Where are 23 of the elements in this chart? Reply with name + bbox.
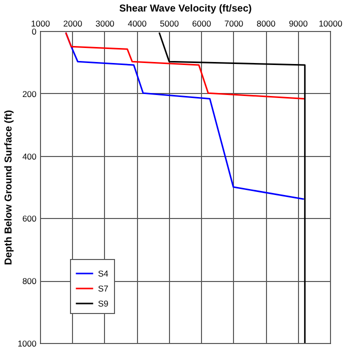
x-tick-label: 4000	[128, 18, 147, 28]
y-tick-label: 400	[22, 151, 37, 162]
x-tick-label: 9000	[288, 18, 308, 28]
x-tick-label: 10000	[318, 18, 343, 28]
x-tick-label: 6000	[192, 18, 212, 28]
line-series	[158, 32, 306, 343]
x-tick-label: 8000	[256, 18, 276, 28]
x-tick-label: 7000	[224, 18, 244, 28]
x-tick-label: 1000	[31, 18, 50, 28]
y-tick-label: 1000	[18, 338, 37, 348]
line-series	[65, 32, 305, 100]
x-tick-label: 3000	[95, 18, 115, 28]
legend-label: S9	[98, 298, 109, 308]
y-tick-label: 0	[32, 26, 37, 36]
legend-label: S7	[98, 284, 109, 294]
y-axis-title: Depth Below Ground Surface (ft)	[4, 110, 15, 265]
legend-label: S4	[98, 268, 109, 278]
y-tick-label: 600	[22, 214, 37, 224]
x-tick-label: 5000	[160, 18, 180, 28]
y-tick-label: 800	[22, 276, 37, 286]
x-tick-label: 2000	[63, 18, 82, 28]
y-tick-label: 200	[22, 88, 37, 99]
x-axis-title: Shear Wave Velocity (ft/sec)	[119, 4, 252, 14]
